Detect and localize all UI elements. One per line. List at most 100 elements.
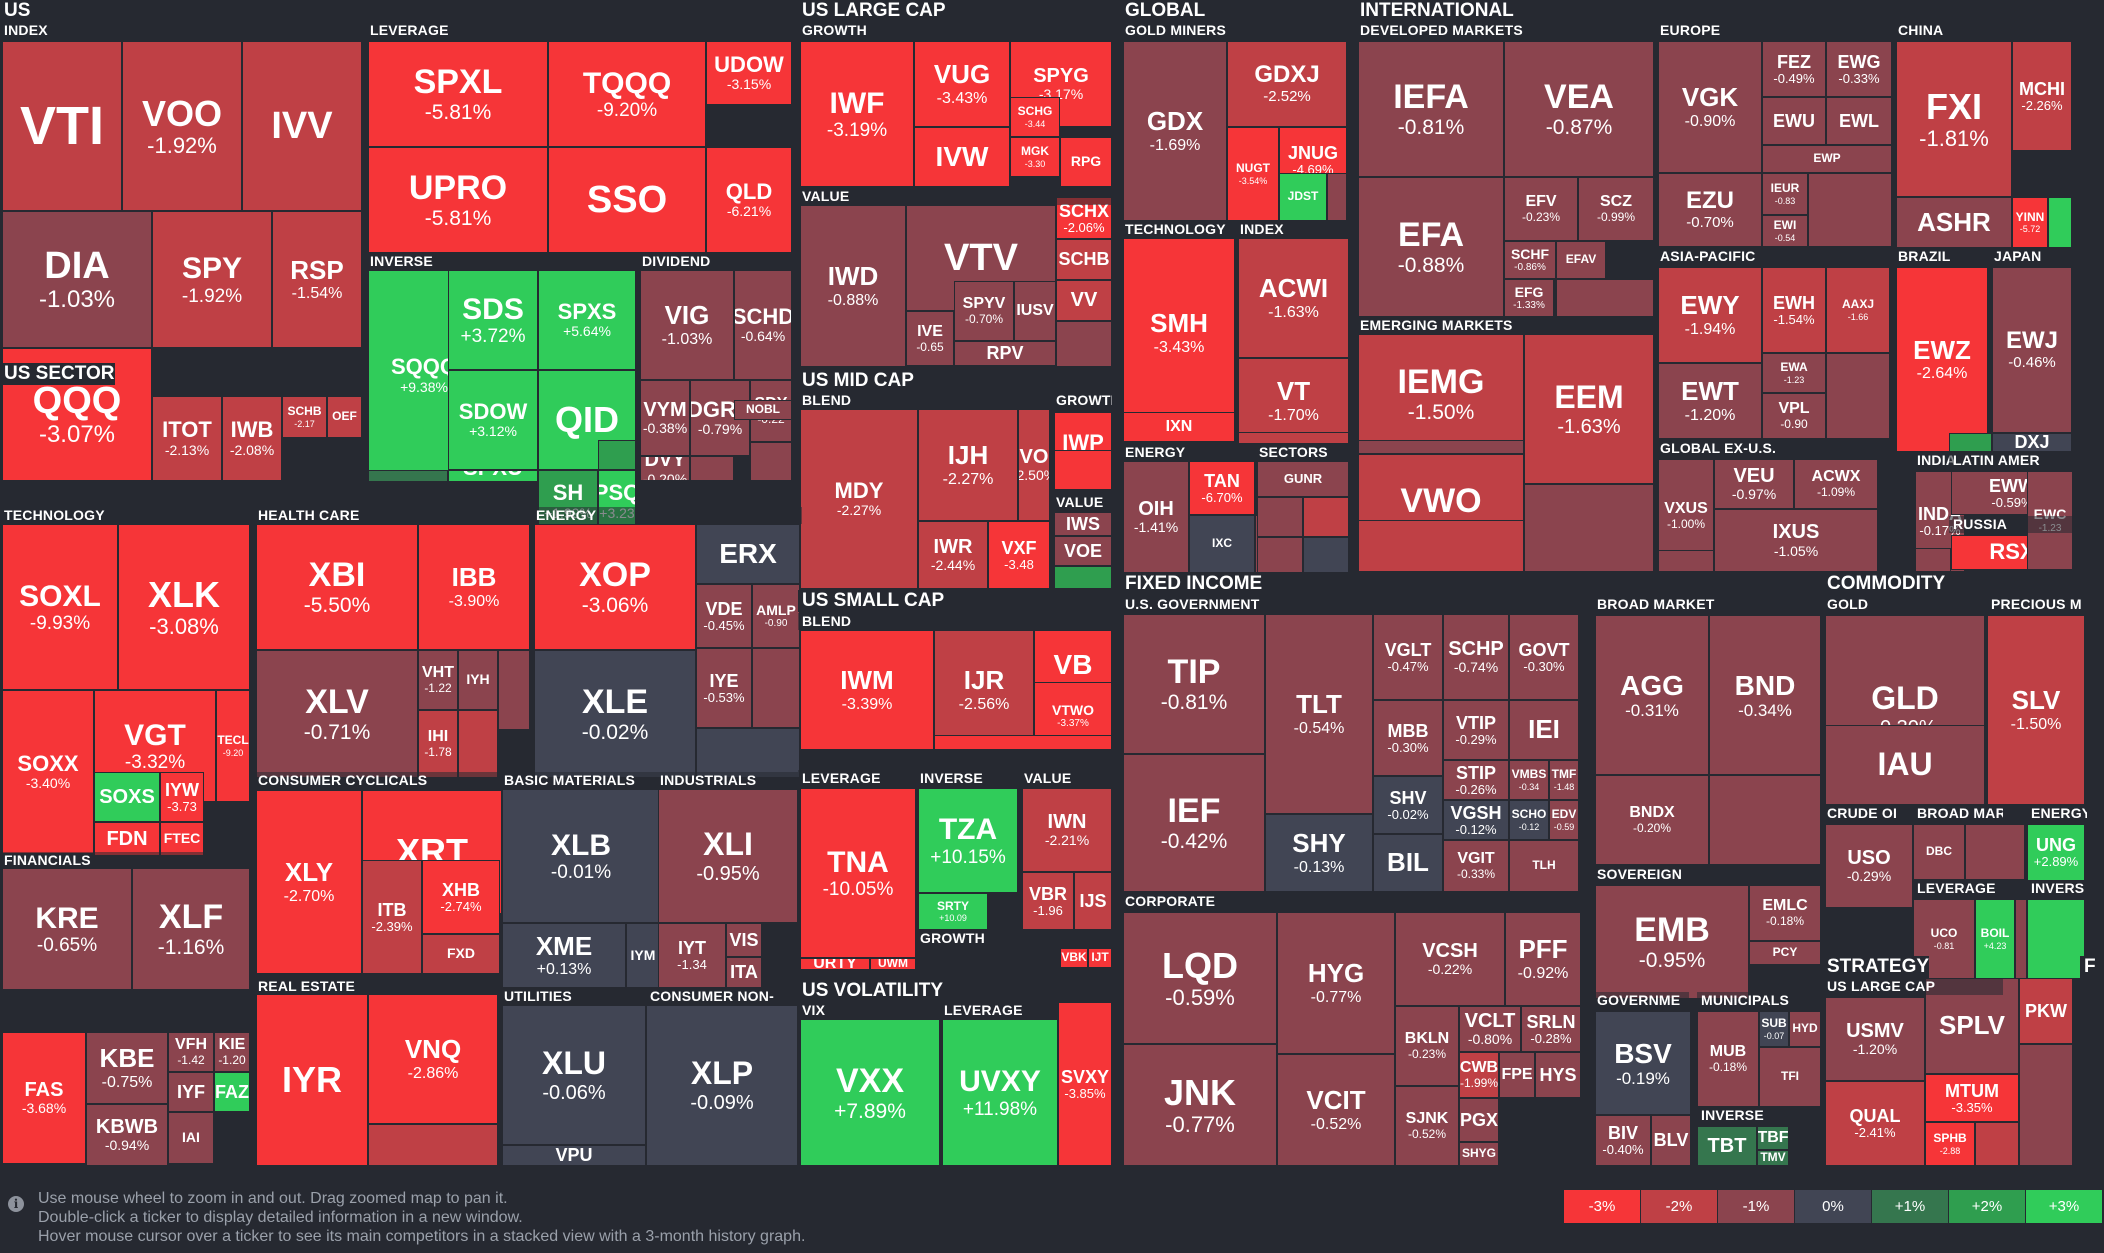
ticker-edv[interactable]: EDV -0.59	[1549, 800, 1579, 840]
ticker-bnd[interactable]: BND -0.34%	[1709, 615, 1821, 775]
ticker-vv[interactable]: VV	[1056, 280, 1112, 321]
ticker-ung[interactable]: UNG +2.89%	[2027, 824, 2085, 881]
ticker-iyr[interactable]: IYR	[256, 994, 368, 1166]
ticker-xlv[interactable]: XLV -0.71%	[256, 650, 418, 778]
ticker-splv[interactable]: SPLV	[1925, 978, 2019, 1074]
ticker-rpv[interactable]: RPV	[954, 341, 1056, 366]
ticker-iye[interactable]: IYE -0.53%	[696, 648, 752, 728]
ticker-tna[interactable]: TNA -10.05%	[800, 788, 916, 958]
legend-minus2[interactable]: -2%	[1641, 1190, 1717, 1223]
ticker-vnq[interactable]: VNQ -2.86%	[368, 994, 498, 1124]
ticker-vbr[interactable]: VBR -1.96	[1022, 872, 1074, 930]
ticker-tecl[interactable]: TECL -9.20	[216, 690, 250, 802]
ticker-vea[interactable]: VEA -0.87%	[1504, 41, 1654, 177]
ticker-srln[interactable]: SRLN -0.28%	[1521, 1006, 1581, 1052]
ticker-uvxy[interactable]: UVXY +11.98%	[942, 1019, 1058, 1166]
ticker-tmv[interactable]: TMV	[1757, 1150, 1789, 1166]
ticker-tile[interactable]	[752, 648, 800, 728]
ticker-ivw[interactable]: IVW	[914, 127, 1010, 187]
ticker-ibb[interactable]: IBB -3.90%	[418, 524, 530, 650]
ticker-iym[interactable]: IYM	[626, 923, 660, 988]
ticker-ita[interactable]: ITA	[726, 957, 762, 988]
ticker-xop[interactable]: XOP -3.06%	[534, 524, 696, 650]
ticker-vig[interactable]: VIG -1.03%	[640, 270, 734, 380]
ticker-slv[interactable]: SLV -1.50%	[1987, 615, 2085, 805]
ticker-fpe[interactable]: FPE	[1499, 1052, 1535, 1098]
ticker-ieur[interactable]: IEUR -0.83	[1762, 173, 1808, 215]
ticker-xli[interactable]: XLI -0.95%	[658, 789, 798, 923]
ticker-spy[interactable]: SPY -1.92%	[152, 211, 272, 348]
ticker-itb[interactable]: ITB -2.39%	[362, 860, 422, 974]
ticker-tile[interactable]	[1915, 548, 1951, 572]
ticker-xlf[interactable]: XLF -1.16%	[132, 868, 250, 990]
ticker-voo[interactable]: VOO -1.92%	[122, 41, 242, 211]
ticker-vfh[interactable]: VFH -1.42	[168, 1032, 214, 1072]
ticker-govt[interactable]: GOVT -0.30%	[1509, 614, 1579, 700]
ticker-tbf[interactable]: TBF	[1757, 1126, 1789, 1150]
ticker-vxx[interactable]: VXX +7.89%	[800, 1019, 940, 1166]
ticker-uwm[interactable]: UWM	[870, 958, 916, 970]
ticker-ashr[interactable]: ASHR	[1896, 197, 2012, 248]
ticker-cwb[interactable]: CWB -1.99%	[1459, 1052, 1499, 1098]
ticker-tile[interactable]	[1054, 450, 1112, 490]
ticker-ijh[interactable]: IJH -2.27%	[918, 409, 1018, 521]
legend-plus3[interactable]: +3%	[2026, 1190, 2102, 1223]
ticker-upro[interactable]: UPRO -5.81%	[368, 147, 548, 253]
ticker-vgsh[interactable]: VGSH -0.12%	[1443, 800, 1509, 840]
ticker-qld[interactable]: QLD -6.21%	[706, 147, 792, 253]
ticker-xhb[interactable]: XHB -2.74%	[422, 860, 500, 934]
ticker-schp[interactable]: SCHP -0.74%	[1443, 614, 1509, 700]
ticker-ive[interactable]: IVE -0.65	[906, 311, 954, 366]
ticker-hyd[interactable]: HYD	[1789, 1011, 1821, 1047]
ticker-pcy[interactable]: PCY	[1749, 941, 1821, 965]
ticker-iwr[interactable]: IWR -2.44%	[918, 521, 988, 589]
ticker-tan[interactable]: TAN -6.70%	[1189, 461, 1255, 515]
ticker-vtip[interactable]: VTIP -0.29%	[1443, 700, 1509, 760]
ticker-srty[interactable]: SRTY +10.09	[918, 893, 988, 930]
ticker-schb[interactable]: SCHB	[1056, 239, 1112, 280]
ticker-nobl[interactable]: NOBL	[734, 400, 792, 420]
ticker-lqd[interactable]: LQD -0.59%	[1123, 912, 1277, 1044]
ticker-tile[interactable]	[1556, 279, 1654, 317]
ticker-biv[interactable]: BIV -0.40%	[1595, 1115, 1651, 1166]
ticker-ewi[interactable]: EWI -0.54	[1762, 215, 1808, 247]
ticker-fxi[interactable]: FXI -1.81%	[1896, 41, 2012, 197]
ticker-gunr[interactable]: GUNR	[1257, 461, 1349, 497]
ticker-mdy[interactable]: MDY -2.27%	[800, 409, 918, 589]
ticker-vis[interactable]: VIS	[726, 923, 762, 957]
ticker-tile[interactable]	[1975, 1122, 2019, 1166]
ticker-tile[interactable]	[1949, 433, 1992, 452]
ticker-amlp[interactable]: AMLP -0.90	[752, 584, 800, 648]
ticker-faz[interactable]: FAZ	[214, 1072, 250, 1112]
ticker-uso[interactable]: USO -0.29%	[1825, 824, 1913, 908]
ticker-fdn[interactable]: FDN	[94, 822, 160, 856]
ticker-mub[interactable]: MUB -0.18%	[1697, 1011, 1759, 1107]
ticker-uco[interactable]: UCO -0.81	[1913, 899, 1975, 979]
ticker-tile[interactable]	[598, 440, 636, 470]
ticker-mtum[interactable]: MTUM -3.35%	[1925, 1074, 2019, 1122]
ticker-tile[interactable]	[2015, 899, 2027, 979]
ticker-acwi[interactable]: ACWI -1.63%	[1238, 238, 1349, 358]
ticker-tile[interactable]	[1524, 484, 1654, 572]
ticker-erx[interactable]: ERX	[696, 524, 800, 584]
ticker-bkln[interactable]: BKLN -0.23%	[1395, 1006, 1459, 1086]
ticker-mbb[interactable]: MBB -0.30%	[1373, 700, 1443, 776]
ticker-udow[interactable]: UDOW -3.15%	[706, 41, 792, 105]
ticker-ezu[interactable]: EZU -0.70%	[1658, 173, 1762, 247]
ticker-ewc[interactable]: EWC -1.23	[2027, 471, 2073, 570]
ticker-ewy[interactable]: EWY -1.94%	[1658, 267, 1762, 363]
ticker-tile[interactable]	[1327, 173, 1347, 221]
ticker-kbe[interactable]: KBE -0.75%	[86, 1032, 168, 1104]
ticker-kie[interactable]: KIE -1.20	[214, 1032, 250, 1072]
ticker-vcit[interactable]: VCIT -0.52%	[1277, 1054, 1395, 1166]
ticker-pgx[interactable]: PGX	[1459, 1098, 1499, 1142]
ticker-xle[interactable]: XLE -0.02%	[534, 650, 696, 778]
ticker-boil[interactable]: BOIL +4.23	[1975, 899, 2015, 979]
ticker-iyf[interactable]: IYF	[168, 1072, 214, 1112]
ticker-tile[interactable]	[1303, 497, 1349, 537]
ticker-soxx[interactable]: SOXX -3.40%	[2, 690, 94, 854]
ticker-smh[interactable]: SMH -3.43%	[1123, 238, 1235, 428]
ticker-xme[interactable]: XME +0.13%	[502, 923, 626, 988]
ticker-tile[interactable]	[690, 456, 734, 481]
